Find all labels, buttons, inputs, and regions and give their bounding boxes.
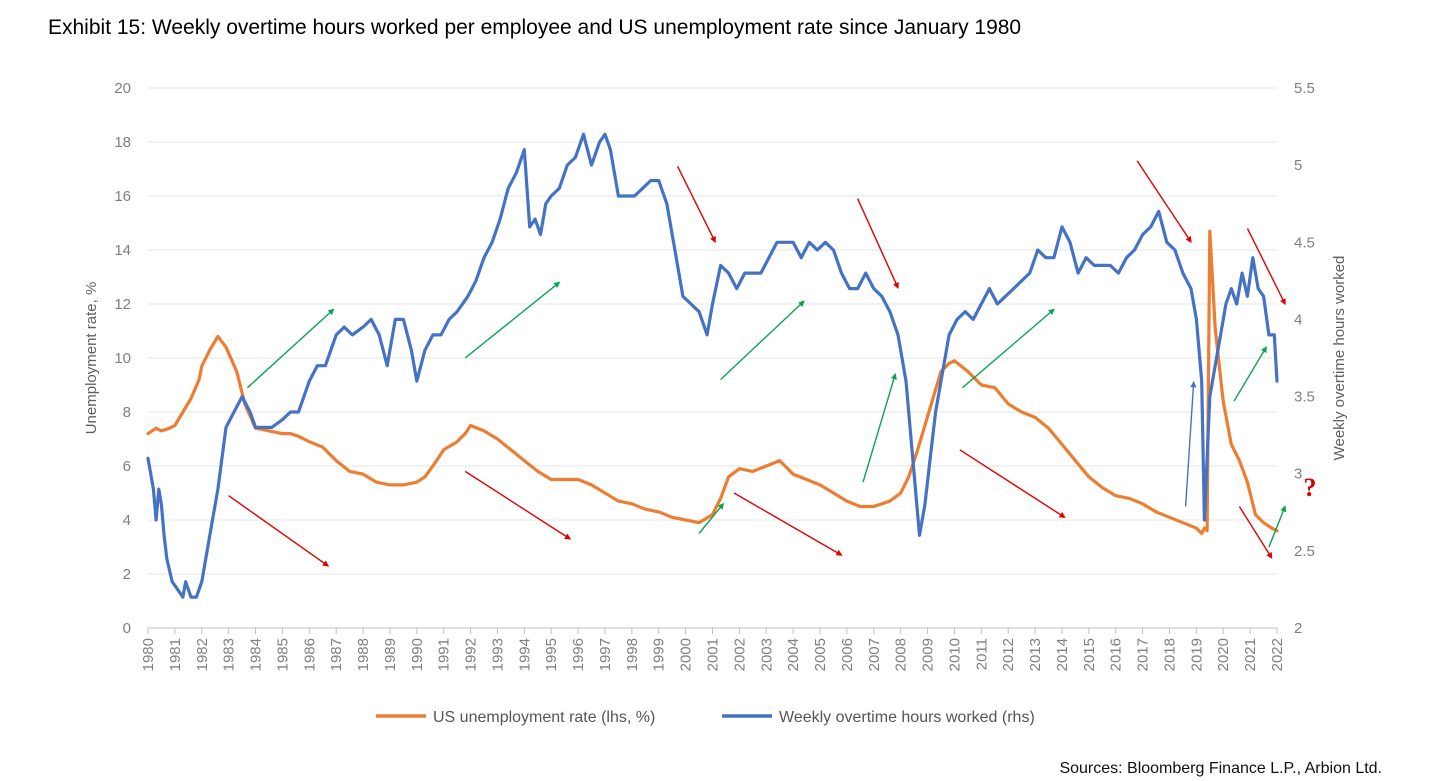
x-tick-label: 2020 bbox=[1215, 638, 1232, 671]
right-y-axis: 2 2.5 3 3.5 4 4.5 5 5.5 bbox=[1294, 80, 1315, 637]
red-trend-arrow bbox=[464, 470, 572, 540]
legend: US unemployment rate (lhs, %) Weekly ove… bbox=[376, 709, 1035, 726]
x-tick-label: 1993 bbox=[489, 638, 506, 671]
x-axis: 1980 1981 1982 1983 1984 1985 1986 1987 1988 1989… bbox=[140, 627, 1286, 671]
y-right-tick-label: 5 bbox=[1294, 157, 1302, 174]
blue-trend-arrow bbox=[1184, 381, 1197, 507]
x-tick-label: 2014 bbox=[1054, 638, 1071, 671]
x-tick-label: 2002 bbox=[731, 638, 748, 671]
x-tick-label: 2008 bbox=[893, 638, 910, 671]
x-tick-label: 1988 bbox=[355, 638, 372, 671]
y-right-tick-label: 4 bbox=[1294, 311, 1302, 328]
x-tick-label: 1994 bbox=[516, 638, 533, 671]
annotation-arrows bbox=[228, 160, 1287, 567]
x-tick-label: 1980 bbox=[140, 638, 157, 671]
series-lines bbox=[146, 132, 1279, 599]
green-trend-arrow bbox=[1233, 346, 1267, 402]
red-trend-arrow bbox=[959, 449, 1066, 518]
green-trend-arrow bbox=[1268, 505, 1287, 548]
y-left-tick-label: 18 bbox=[114, 134, 131, 151]
x-tick-label: 1983 bbox=[221, 638, 238, 671]
x-tick-label: 1990 bbox=[409, 638, 426, 671]
chart-title: Exhibit 15: Weekly overtime hours worked… bbox=[48, 16, 1022, 39]
x-tick-label: 1995 bbox=[543, 638, 560, 671]
x-tick-label: 2012 bbox=[1000, 638, 1017, 671]
x-tick-label: 1999 bbox=[651, 638, 668, 671]
y-right-tick-label: 2.5 bbox=[1294, 543, 1315, 560]
y-right-tick-label: 4.5 bbox=[1294, 234, 1315, 251]
x-tick-label: 2000 bbox=[678, 638, 695, 671]
y-left-tick-label: 0 bbox=[123, 620, 131, 637]
gridlines bbox=[148, 87, 1277, 629]
y-left-tick-label: 8 bbox=[123, 404, 131, 421]
red-trend-arrow bbox=[733, 492, 843, 556]
x-tick-label: 2019 bbox=[1188, 638, 1205, 671]
y-right-tick-label: 3 bbox=[1294, 466, 1302, 483]
x-tick-label: 1996 bbox=[570, 638, 587, 671]
x-tick-label: 1991 bbox=[436, 638, 453, 671]
x-tick-label: 1986 bbox=[301, 638, 318, 671]
x-tick-label: 1987 bbox=[328, 638, 345, 671]
x-tick-label: 2016 bbox=[1108, 638, 1125, 671]
green-trend-arrow bbox=[962, 308, 1055, 389]
legend-label-overtime: Weekly overtime hours worked (rhs) bbox=[779, 709, 1035, 726]
red-trend-arrow bbox=[228, 495, 330, 567]
x-tick-label: 1985 bbox=[274, 638, 291, 671]
source-note: Sources: Bloomberg Finance L.P., Arbion … bbox=[1059, 760, 1382, 777]
y-left-tick-label: 6 bbox=[123, 458, 131, 475]
x-tick-label: 2007 bbox=[866, 638, 883, 671]
y-left-tick-label: 12 bbox=[114, 296, 131, 313]
x-tick-label: 2022 bbox=[1269, 638, 1286, 671]
y-right-tick-label: 5.5 bbox=[1294, 80, 1315, 97]
right-axis-label: Weekly overtime hours worked bbox=[1331, 256, 1348, 461]
x-tick-label: 2021 bbox=[1242, 638, 1259, 671]
y-left-tick-label: 20 bbox=[114, 80, 131, 97]
y-left-tick-label: 2 bbox=[123, 566, 131, 583]
x-tick-label: 2001 bbox=[705, 638, 722, 671]
x-tick-label: 2017 bbox=[1135, 638, 1152, 671]
legend-label-unemployment: US unemployment rate (lhs, %) bbox=[433, 709, 655, 726]
y-left-tick-label: 16 bbox=[114, 188, 131, 205]
question-annotation: ? bbox=[1304, 473, 1317, 502]
green-trend-arrow bbox=[246, 308, 335, 389]
x-tick-label: 2018 bbox=[1161, 638, 1178, 671]
y-left-tick-label: 10 bbox=[114, 350, 131, 367]
x-tick-label: 1997 bbox=[597, 638, 614, 671]
x-tick-label: 2010 bbox=[946, 638, 963, 671]
left-y-axis: 0 2 4 6 8 10 12 14 16 18 20 bbox=[114, 80, 131, 637]
red-trend-arrow bbox=[676, 165, 716, 244]
red-trend-arrow bbox=[1246, 228, 1286, 306]
y-right-tick-label: 2 bbox=[1294, 620, 1302, 637]
x-tick-label: 2005 bbox=[812, 638, 829, 671]
x-tick-label: 2013 bbox=[1027, 638, 1044, 671]
x-tick-label: 1984 bbox=[248, 638, 265, 671]
y-left-tick-label: 14 bbox=[114, 242, 131, 259]
x-tick-label: 1998 bbox=[624, 638, 641, 671]
x-tick-label: 1982 bbox=[194, 638, 211, 671]
green-trend-arrow bbox=[720, 300, 805, 381]
x-tick-label: 2004 bbox=[785, 638, 802, 671]
x-tick-label: 2011 bbox=[973, 638, 990, 670]
x-tick-label: 1981 bbox=[167, 638, 184, 671]
series-line-overtime bbox=[146, 132, 1279, 599]
red-trend-arrow bbox=[1238, 506, 1273, 559]
x-tick-label: 2003 bbox=[758, 638, 775, 671]
series-line-unemployment bbox=[146, 229, 1279, 536]
green-trend-arrow bbox=[862, 372, 897, 483]
y-left-tick-label: 4 bbox=[123, 512, 131, 529]
y-right-tick-label: 3.5 bbox=[1294, 389, 1315, 406]
green-trend-arrow bbox=[464, 281, 561, 359]
x-tick-label: 1992 bbox=[463, 638, 480, 671]
x-tick-label: 2009 bbox=[920, 638, 937, 671]
red-trend-arrow bbox=[1136, 160, 1192, 243]
x-tick-label: 2006 bbox=[839, 638, 856, 671]
red-trend-arrow bbox=[857, 198, 899, 289]
left-axis-label: Unemployment rate, % bbox=[83, 282, 100, 435]
green-trend-arrow bbox=[698, 502, 725, 534]
x-tick-label: 1989 bbox=[382, 638, 399, 671]
x-tick-label: 2015 bbox=[1081, 638, 1098, 671]
